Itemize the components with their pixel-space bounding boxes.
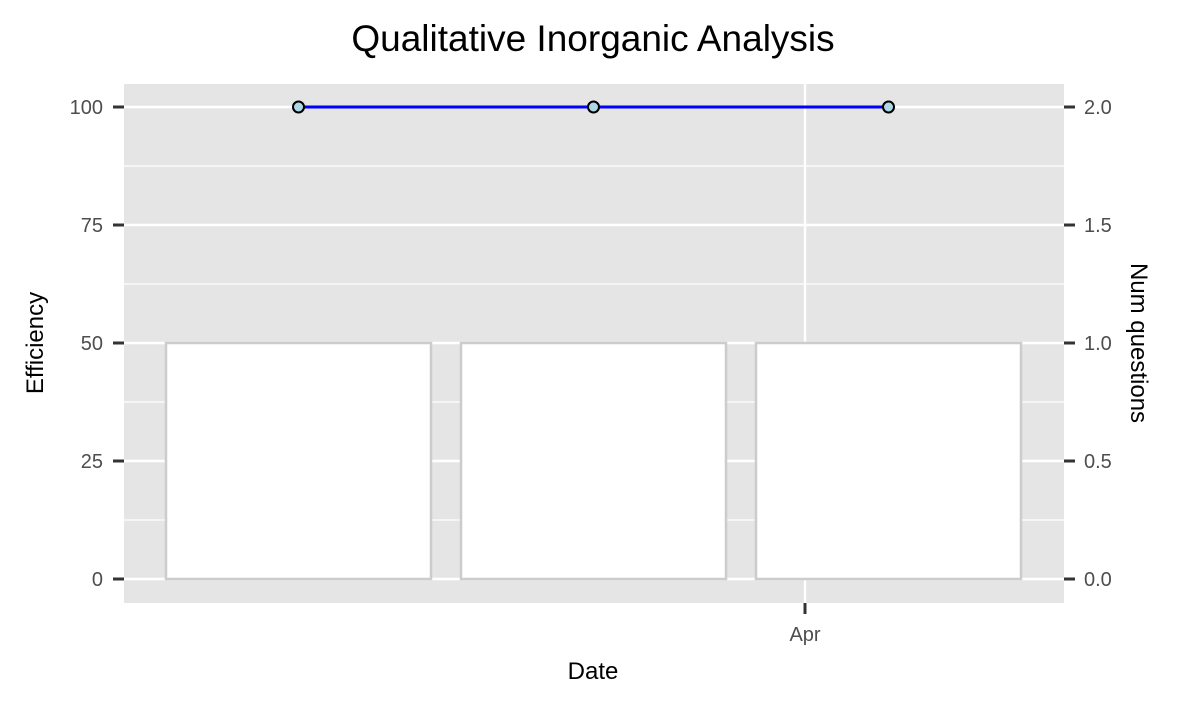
bar (459, 341, 728, 581)
efficiency-line-layer (292, 100, 895, 114)
y-right-tick-label: 2.0 (1084, 97, 1112, 119)
x-tick-label: Apr (789, 624, 820, 646)
chart-title: Qualitative Inorganic Analysis (351, 18, 834, 59)
y-left-tick-label: 25 (81, 451, 103, 473)
y-left-tick-label: 50 (81, 333, 103, 355)
y-left-tick-label: 75 (81, 215, 103, 237)
y-axis-left-title: Efficiency (22, 292, 49, 394)
x-axis-title: Date (568, 658, 619, 685)
y-axis-right-title: Num questions (1125, 263, 1152, 423)
efficiency-point (587, 100, 600, 114)
efficiency-point (292, 100, 305, 114)
bar (164, 341, 433, 581)
bar (754, 341, 1023, 581)
axes: 0 25 50 75 100 0.0 0.5 1.0 1.5 2.0 Apr (70, 97, 1112, 646)
efficiency-point (882, 100, 895, 114)
y-right-tick-label: 1.0 (1084, 333, 1112, 355)
bars (164, 341, 1023, 581)
y-right-tick-label: 0.5 (1084, 451, 1112, 473)
y-left-tick-label: 100 (70, 97, 103, 119)
y-right-tick-label: 0.0 (1084, 569, 1112, 591)
y-right-tick-label: 1.5 (1084, 215, 1112, 237)
y-left-tick-label: 0 (92, 569, 103, 591)
